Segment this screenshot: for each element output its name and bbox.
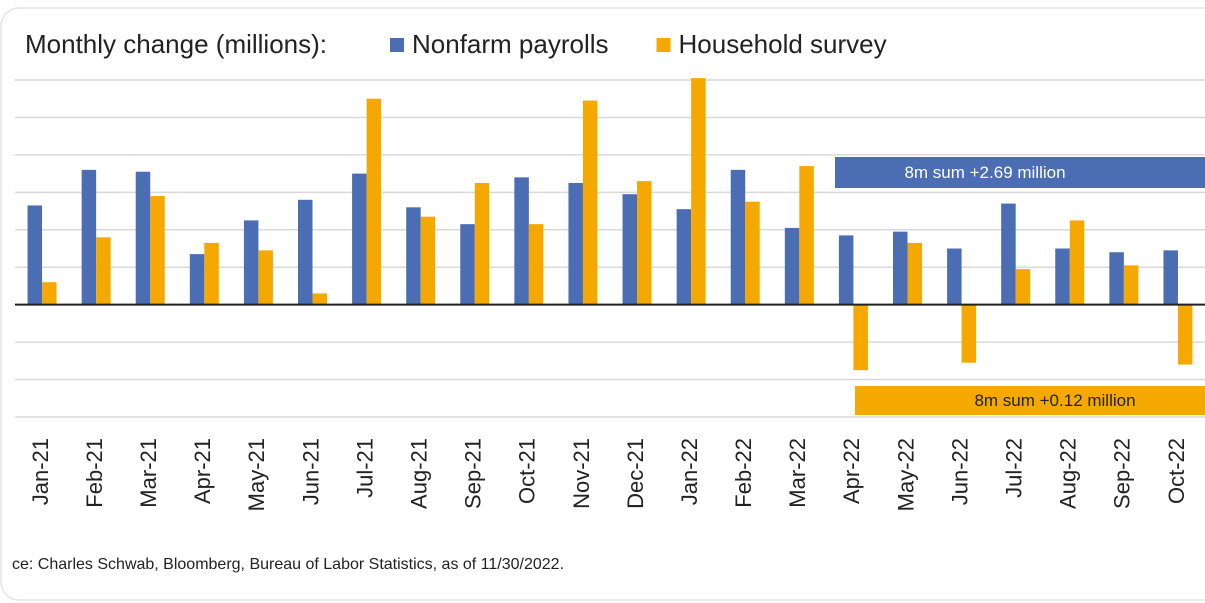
- x-tick-label: Mar-22: [785, 438, 810, 508]
- x-tick-label: Jun-22: [947, 438, 972, 505]
- annotation-box: [855, 386, 1205, 415]
- bar: [474, 182, 490, 305]
- bar: [799, 166, 814, 305]
- bar: [1055, 248, 1070, 305]
- bar: [1001, 203, 1016, 305]
- bar: [1069, 220, 1085, 305]
- annotation-label: 8m sum +2.69 million: [904, 163, 1065, 182]
- bar: [1123, 265, 1139, 305]
- bar: [42, 282, 57, 305]
- x-tick-label: Apr-21: [190, 438, 215, 504]
- bar: [96, 237, 111, 305]
- bar: [568, 182, 583, 305]
- x-tick-label: Aug-22: [1056, 438, 1081, 509]
- bar: [961, 304, 977, 363]
- x-tick-label: Nov-21: [569, 438, 594, 509]
- bar: [204, 242, 219, 305]
- bar: [460, 224, 475, 305]
- bar: [637, 181, 652, 305]
- bar: [243, 220, 259, 305]
- x-tick-label: Jan-21: [28, 438, 53, 505]
- bar: [298, 199, 313, 305]
- legend-swatch: [390, 38, 404, 52]
- source-note: ce: Charles Schwab, Bloomberg, Bureau of…: [12, 556, 564, 573]
- x-tick-label: Feb-22: [731, 438, 756, 508]
- bar: [582, 100, 598, 305]
- bar: [853, 304, 868, 371]
- bar: [135, 171, 151, 305]
- x-tick-label: Feb-21: [82, 438, 107, 508]
- x-tick-label: May-22: [893, 438, 918, 511]
- bar: [366, 98, 382, 305]
- x-tick-label: May-21: [244, 438, 269, 511]
- bar: [893, 231, 908, 305]
- bar: [1177, 304, 1193, 365]
- annotation-label: 8m sum +0.12 million: [974, 391, 1135, 410]
- bar: [27, 205, 43, 305]
- bar: [1015, 269, 1031, 305]
- chart-title: Monthly change (millions):: [25, 29, 327, 59]
- bar: [691, 78, 706, 305]
- bar: [1109, 252, 1124, 305]
- x-tick-label: Apr-22: [839, 438, 864, 504]
- x-tick-label: Sep-21: [461, 438, 486, 509]
- bar: [420, 216, 436, 305]
- x-tick-label: Jul-22: [1001, 438, 1026, 498]
- bar: [907, 242, 922, 305]
- x-tick-label: Aug-21: [406, 438, 431, 509]
- bar: [189, 254, 205, 305]
- x-tick-label: Oct-22: [1164, 438, 1189, 504]
- bar: [150, 196, 165, 305]
- bar: [352, 173, 367, 305]
- bar: [730, 169, 746, 305]
- x-tick-label: Jan-22: [677, 438, 702, 505]
- bar: [528, 224, 544, 305]
- bar: [947, 248, 962, 305]
- x-tick-label: Oct-21: [515, 438, 540, 504]
- bar: [838, 235, 854, 305]
- bar: [745, 201, 760, 305]
- bar: [784, 227, 800, 305]
- bar: [622, 194, 638, 305]
- x-tick-label: Jun-21: [298, 438, 323, 505]
- bar: [676, 209, 692, 305]
- bar: [312, 293, 327, 305]
- bar: [258, 250, 273, 305]
- bar: [514, 177, 529, 305]
- x-tick-label: Mar-21: [136, 438, 161, 508]
- legend-swatch: [656, 38, 671, 52]
- legend-label: Nonfarm payrolls: [412, 29, 609, 59]
- x-tick-label: Sep-22: [1110, 438, 1135, 509]
- legend-label: Household survey: [679, 29, 887, 59]
- bar: [1163, 250, 1178, 305]
- bar: [81, 169, 97, 305]
- bar: [406, 207, 421, 305]
- x-tick-label: Jul-21: [352, 438, 377, 498]
- annotation-box: [835, 157, 1205, 188]
- x-tick-label: Dec-21: [623, 438, 648, 509]
